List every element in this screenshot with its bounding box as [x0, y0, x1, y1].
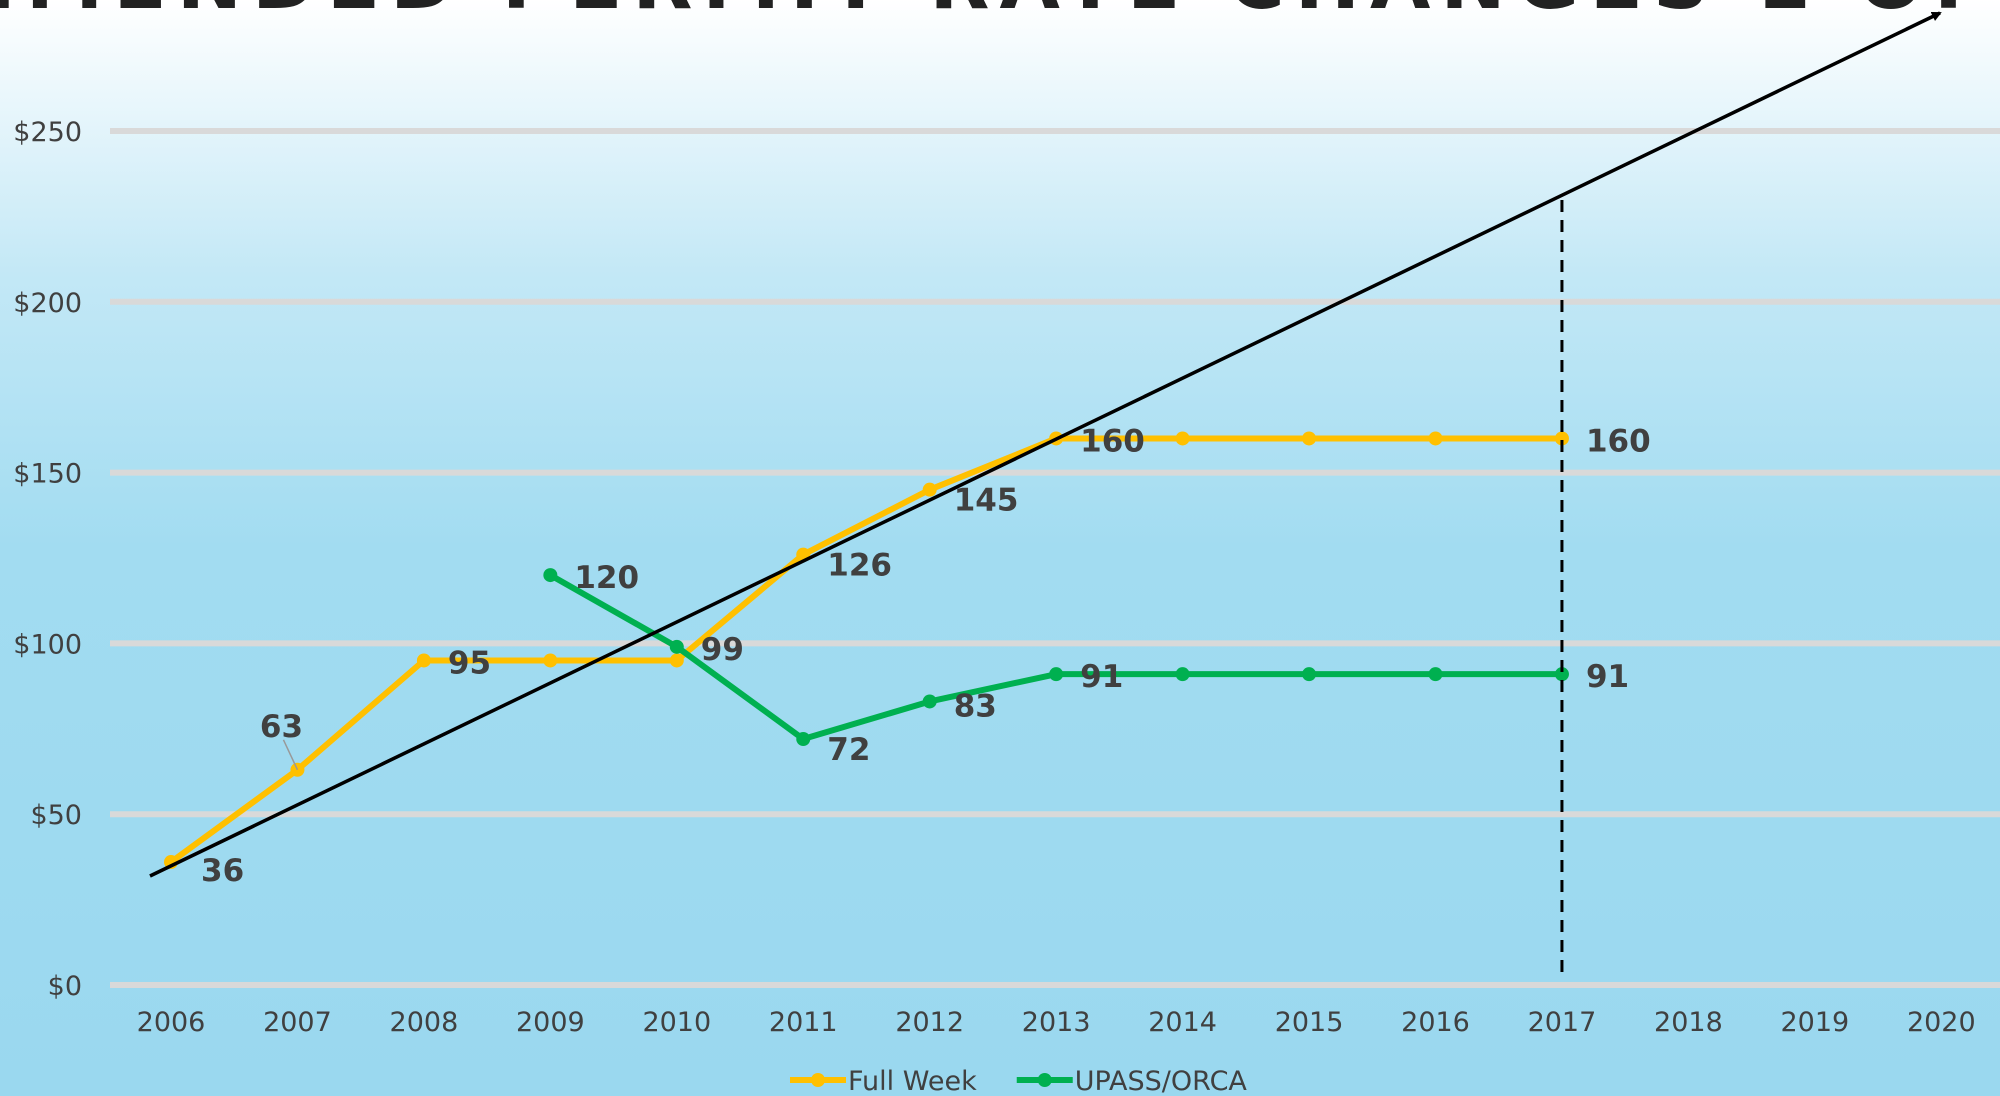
- data-point: [669, 653, 684, 668]
- data-label: 36: [201, 853, 244, 889]
- x-tick-label: 2009: [516, 1007, 585, 1038]
- data-point: [796, 732, 811, 747]
- data-label: 145: [954, 483, 1019, 519]
- x-tick-label: 2015: [1275, 1007, 1344, 1038]
- data-label: 126: [827, 548, 892, 584]
- x-tick-label: 2020: [1907, 1007, 1976, 1038]
- data-point: [922, 482, 937, 497]
- data-point: [1302, 431, 1317, 446]
- y-tick-label: $50: [30, 800, 82, 831]
- data-point: [1428, 667, 1443, 682]
- data-label: 99: [701, 632, 744, 668]
- y-tick-label: $200: [13, 288, 82, 319]
- data-label: 95: [448, 645, 491, 681]
- plot: 36 63 95 126 145 160 160 120 99 72 83 91 91: [149, 11, 1942, 889]
- data-point: [1554, 667, 1569, 682]
- data-label: 160: [1586, 423, 1651, 459]
- x-tick-label: 2016: [1401, 1007, 1470, 1038]
- x-tick-label: 2018: [1654, 1007, 1723, 1038]
- x-tick-label: 2019: [1780, 1007, 1849, 1038]
- y-tick-label: $100: [13, 629, 82, 660]
- y-tick-label: $0: [48, 971, 82, 1002]
- x-tick-label: 2011: [769, 1007, 838, 1038]
- data-point: [1554, 431, 1569, 446]
- data-label: 160: [1080, 423, 1145, 459]
- data-label: 72: [827, 732, 870, 768]
- data-point: [543, 568, 558, 583]
- data-label: 83: [954, 688, 997, 724]
- leader-line: [282, 739, 299, 771]
- x-tick-label: 2008: [390, 1007, 459, 1038]
- data-point: [416, 653, 431, 668]
- data-point: [1049, 667, 1064, 682]
- x-tick-label: 2006: [137, 1007, 206, 1038]
- data-label: 91: [1080, 659, 1123, 695]
- data-point: [1428, 431, 1443, 446]
- data-point: [922, 694, 937, 709]
- data-label: 91: [1586, 659, 1629, 695]
- legend-label: UPASS/ORCA: [1075, 1066, 1248, 1096]
- series-line: [169, 435, 1562, 865]
- data-label: 120: [574, 560, 639, 596]
- x-tick-label: 2017: [1528, 1007, 1597, 1038]
- data-point: [669, 639, 684, 654]
- y-tick-label: $150: [13, 459, 82, 490]
- legend-label: Full Week: [848, 1066, 977, 1096]
- x-tick-label: 2007: [263, 1007, 332, 1038]
- x-tick-label: 2012: [895, 1007, 964, 1038]
- trend-arrow: [149, 11, 1942, 878]
- data-point: [1175, 667, 1190, 682]
- y-tick-label: $250: [13, 117, 82, 148]
- legend-marker: [811, 1073, 825, 1087]
- data-point: [1302, 667, 1317, 682]
- chart-title: RECOMMENDED PERMIT RATE CHANGES 1 OF 2: [0, 0, 2000, 27]
- x-tick-label: 2014: [1148, 1007, 1217, 1038]
- x-tick-label: 2010: [642, 1007, 711, 1038]
- grid: [110, 128, 2000, 988]
- data-label: 63: [260, 709, 303, 745]
- x-tick-label: 2013: [1022, 1007, 1091, 1038]
- data-point: [1175, 431, 1190, 446]
- data-point: [543, 653, 558, 668]
- legend-marker: [1037, 1073, 1052, 1087]
